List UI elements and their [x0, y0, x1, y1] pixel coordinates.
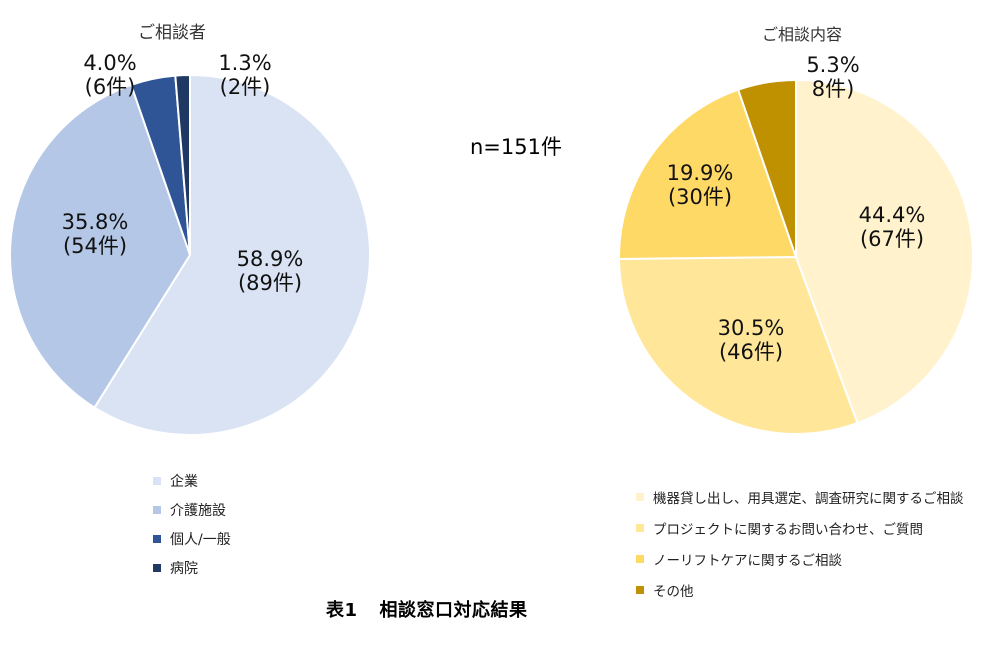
data-label-pct-2-3: 19.9% [667, 161, 734, 185]
data-label-pct-1-2: 35.8% [62, 210, 129, 234]
legend-item-2-3: ノーリフトケアに関するご相談 [636, 548, 964, 570]
legend-label: 介護施設 [170, 503, 226, 519]
pie-slice-2-3 [618, 88, 798, 260]
legend-label: 機器貸し出し、用具選定、調査研究に関するご相談 [653, 491, 964, 507]
legend-swatch [153, 564, 161, 572]
legend-label: その他 [653, 584, 694, 600]
legend-label: 病院 [170, 561, 198, 577]
pie-slice-1-4 [174, 73, 191, 256]
pie-slice-2-2 [617, 255, 859, 435]
data-label-pct-2-1: 44.4% [859, 203, 926, 227]
legend-label: 個人/一般 [170, 532, 231, 548]
legend-label: プロジェクトに関するお問い合わせ、ご質問 [653, 522, 923, 538]
legend-consulter: 企業介護施設個人/一般病院 [153, 470, 231, 586]
legend-label: ノーリフトケアに関するご相談 [653, 553, 842, 569]
chart-title-2: ご相談内容 [762, 25, 842, 44]
data-label-pct-2-4: 5.3% [806, 53, 859, 77]
legend-swatch [153, 477, 161, 485]
legend-swatch [153, 535, 161, 543]
pie-slice-1-1 [93, 73, 371, 436]
legend-swatch [153, 506, 161, 514]
data-label-count-1-4: (2件) [220, 75, 271, 99]
legend-item-2-1: 機器貸し出し、用具選定、調査研究に関するご相談 [636, 486, 964, 508]
data-label-count-1-1: (89件) [238, 271, 302, 295]
legend-item-2-4: その他 [636, 579, 964, 601]
legend-item-1-3: 個人/一般 [153, 528, 231, 550]
legend-label: 企業 [170, 474, 198, 490]
data-label-pct-1-3: 4.0% [83, 51, 136, 75]
data-label-pct-2-2: 30.5% [718, 316, 785, 340]
legend-item-1-1: 企業 [153, 470, 231, 492]
legend-item-2-2: プロジェクトに関するお問い合わせ、ご質問 [636, 517, 964, 539]
chart-title-1: ご相談者 [138, 23, 206, 43]
pie-slice-2-4 [736, 78, 797, 258]
caption-title: 相談窓口対応結果 [379, 600, 528, 621]
legend-swatch [636, 524, 644, 532]
data-label-count-1-3: (6件) [85, 75, 136, 99]
figure-caption: 表1 相談窓口対応結果 [326, 596, 528, 622]
caption-number: 表1 [326, 600, 358, 621]
legend-swatch [636, 586, 644, 594]
data-label-count-2-2: (46件) [719, 340, 783, 364]
legend-swatch [636, 555, 644, 563]
data-label-count-2-1: (67件) [860, 227, 924, 251]
data-label-count-2-4: 8件) [812, 77, 855, 101]
legend-item-1-4: 病院 [153, 557, 231, 579]
data-label-count-1-2: (54件) [63, 234, 127, 258]
legend-swatch [636, 493, 644, 501]
data-label-count-2-3: (30件) [668, 185, 732, 209]
pie-slice-2-1 [795, 78, 974, 425]
data-label-pct-1-1: 58.9% [237, 247, 304, 271]
legend-item-1-2: 介護施設 [153, 499, 231, 521]
data-label-pct-1-4: 1.3% [218, 51, 271, 75]
pie-slice-1-2 [9, 83, 192, 409]
legend-consultation-content: 機器貸し出し、用具選定、調査研究に関するご相談 プロジェクトに関するお問い合わせ、… [636, 486, 964, 610]
sample-size-label: n=151件 [470, 135, 562, 159]
